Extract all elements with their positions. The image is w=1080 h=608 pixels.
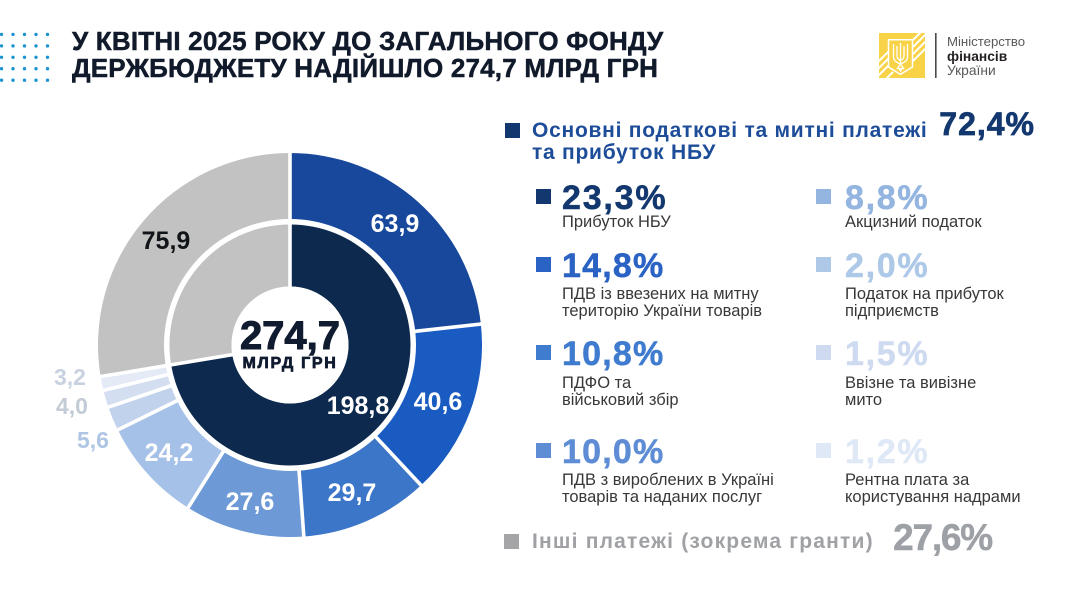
svg-text:України: України: [947, 63, 996, 78]
svg-text:фінансів: фінансів: [947, 49, 1007, 64]
svg-text:Міністерство: Міністерство: [947, 34, 1025, 49]
